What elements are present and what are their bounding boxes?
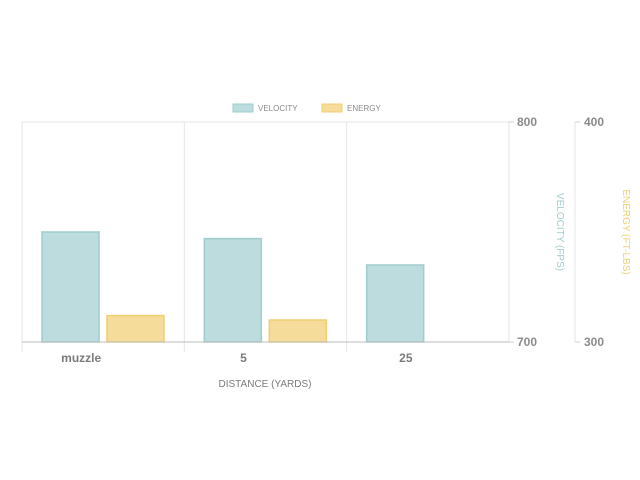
legend-label-velocity: VELOCITY xyxy=(258,104,298,113)
y1-tick-bottom: 700 xyxy=(517,335,537,349)
x-tick-label: 5 xyxy=(240,351,247,365)
x-tick-label: 25 xyxy=(399,351,413,365)
y2-tick-top: 400 xyxy=(584,115,604,129)
legend-swatch-energy xyxy=(321,103,343,113)
bar-energy-1 xyxy=(268,319,328,343)
y2-axis-title: ENERGY (FT-LBS) xyxy=(620,189,631,274)
legend: VELOCITY ENERGY xyxy=(232,103,381,113)
y2-tick-bottom: 300 xyxy=(584,335,604,349)
bar-velocity-1 xyxy=(203,237,263,343)
axes: muzzle 5 25 xyxy=(22,121,580,365)
bar-velocity-2 xyxy=(365,264,425,343)
x-tick-label: muzzle xyxy=(61,351,101,365)
legend-swatch-velocity xyxy=(232,103,254,113)
bar-energy-0 xyxy=(106,314,165,343)
y1-axis-title: VELOCITY (FPS) xyxy=(554,193,565,271)
legend-label-energy: ENERGY xyxy=(347,104,381,113)
y1-tick-top: 800 xyxy=(517,115,537,129)
x-axis-title: DISTANCE (YARDS) xyxy=(219,379,312,390)
bar-velocity-0 xyxy=(41,231,100,343)
grid xyxy=(21,121,510,352)
bars xyxy=(41,231,425,343)
